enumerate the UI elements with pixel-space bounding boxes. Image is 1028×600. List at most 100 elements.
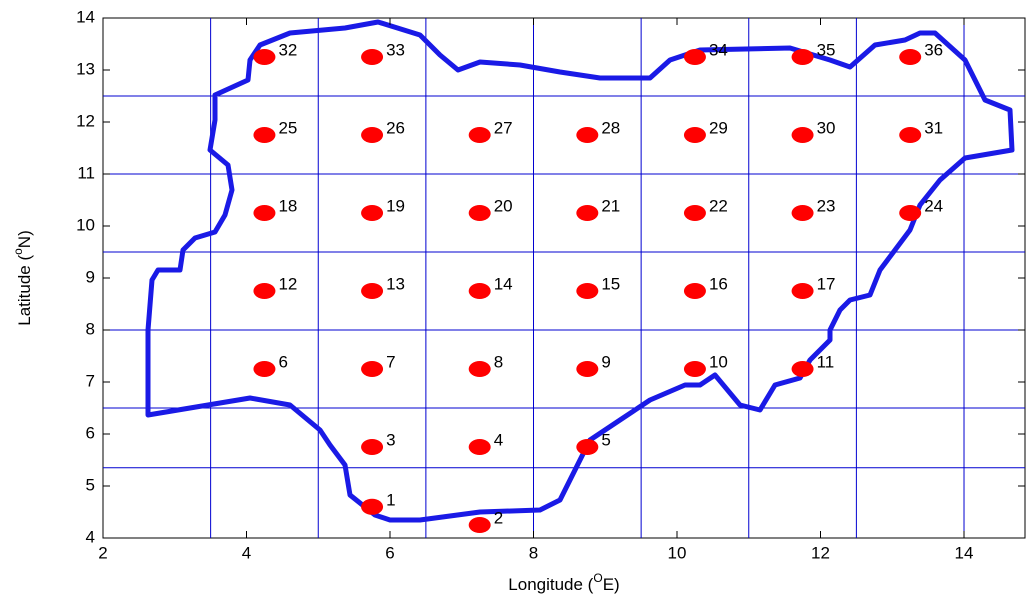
y-tick-label: 8	[86, 319, 95, 338]
point	[899, 49, 922, 65]
point	[576, 127, 599, 143]
y-tick-label: 13	[76, 59, 95, 78]
x-label-sup: O	[593, 571, 602, 585]
point-label: 31	[924, 118, 943, 137]
point-label: 35	[817, 40, 836, 59]
y-label-text: N)	[15, 230, 34, 248]
point-label: 4	[494, 430, 503, 449]
point-label: 2	[494, 508, 503, 527]
point-label: 21	[601, 196, 620, 215]
point	[361, 127, 384, 143]
x-tick-label: 4	[242, 543, 251, 562]
x-tick-label: 10	[668, 543, 687, 562]
point	[468, 517, 491, 533]
y-tick-label: 7	[86, 371, 95, 390]
point	[361, 49, 384, 65]
point-label: 33	[386, 40, 405, 59]
y-label-text: Latitude (	[15, 255, 34, 326]
point-label: 26	[386, 118, 405, 137]
point-label: 17	[817, 274, 836, 293]
point	[576, 283, 599, 299]
point-label: 9	[601, 352, 610, 371]
point-label: 10	[709, 352, 728, 371]
point-label: 13	[386, 274, 405, 293]
point	[576, 439, 599, 455]
y-tick-label: 4	[86, 527, 95, 546]
y-axis-label: Latitude (oN)	[11, 230, 34, 326]
point-label: 16	[709, 274, 728, 293]
point	[683, 361, 706, 377]
point-label: 27	[494, 118, 513, 137]
y-tick-label: 14	[76, 7, 95, 26]
country-border	[145, 19, 1015, 523]
point-label: 29	[709, 118, 728, 137]
x-tick-label: 2	[98, 543, 107, 562]
y-tick-label: 12	[76, 111, 95, 130]
point-label: 28	[601, 118, 620, 137]
point	[683, 49, 706, 65]
x-label-text: E)	[603, 575, 620, 594]
point	[361, 439, 384, 455]
y-tick-label: 6	[86, 423, 95, 442]
point	[468, 205, 491, 221]
y-tick-label: 5	[86, 475, 95, 494]
point-label: 32	[278, 40, 297, 59]
point	[683, 283, 706, 299]
point-label: 3	[386, 430, 395, 449]
point	[468, 361, 491, 377]
point	[791, 361, 814, 377]
point-label: 22	[709, 196, 728, 215]
point	[791, 127, 814, 143]
point	[791, 283, 814, 299]
x-label-text: Longitude (	[508, 575, 593, 594]
point-label: 5	[601, 430, 610, 449]
point-label: 19	[386, 196, 405, 215]
point-label: 36	[924, 40, 943, 59]
point	[791, 205, 814, 221]
point	[576, 361, 599, 377]
point-label: 15	[601, 274, 620, 293]
point-label: 6	[278, 352, 287, 371]
point	[683, 127, 706, 143]
x-axis-label: Longitude (OE)	[508, 571, 619, 594]
point-label: 11	[817, 352, 835, 371]
point-label: 24	[924, 196, 943, 215]
point	[361, 205, 384, 221]
x-tick-label: 14	[955, 543, 974, 562]
point	[253, 361, 276, 377]
point-label: 20	[494, 196, 513, 215]
grid	[103, 18, 1025, 538]
point-label: 25	[278, 118, 297, 137]
point-label: 1	[386, 490, 395, 509]
plot-area	[102, 17, 1026, 539]
point	[899, 205, 922, 221]
point	[468, 283, 491, 299]
point	[361, 361, 384, 377]
x-tick-label: 6	[385, 543, 394, 562]
point	[253, 283, 276, 299]
point	[361, 283, 384, 299]
point-label: 23	[817, 196, 836, 215]
point	[468, 439, 491, 455]
point	[683, 205, 706, 221]
point-label: 34	[709, 40, 728, 59]
x-tick-label: 12	[811, 543, 830, 562]
point	[253, 127, 276, 143]
point	[468, 127, 491, 143]
point-label: 12	[278, 274, 297, 293]
point-label: 7	[386, 352, 395, 371]
y-label-sup: o	[11, 248, 25, 255]
point	[791, 49, 814, 65]
point	[253, 49, 276, 65]
point-label: 14	[494, 274, 513, 293]
x-tick-label: 8	[529, 543, 538, 562]
point	[899, 127, 922, 143]
point-label: 30	[817, 118, 836, 137]
point	[253, 205, 276, 221]
y-tick-label: 10	[76, 215, 95, 234]
y-tick-label: 9	[86, 267, 95, 286]
point-label: 18	[278, 196, 297, 215]
y-tick-label: 11	[77, 163, 95, 182]
point-label: 8	[494, 352, 503, 371]
